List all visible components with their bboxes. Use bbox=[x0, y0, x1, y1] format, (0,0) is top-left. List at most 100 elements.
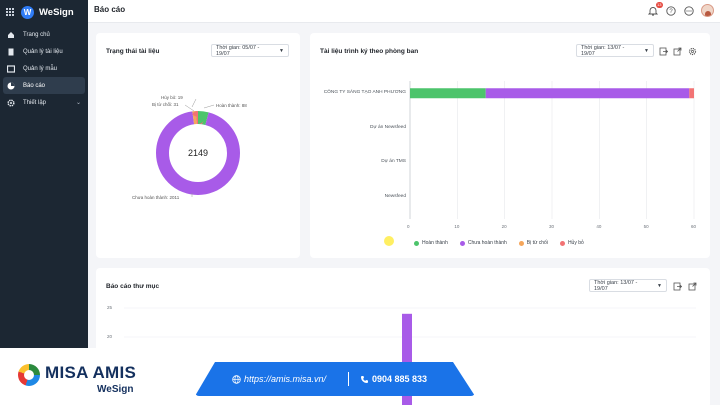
department-time-filter-value: Thời gian: 13/07 - 19/07 bbox=[581, 44, 625, 57]
top-actions: 13 ? bbox=[641, 1, 714, 17]
x-tick-label: 0 bbox=[407, 224, 410, 229]
status-time-filter[interactable]: Thời gian: 05/07 - 19/07 ▼ bbox=[211, 44, 289, 57]
leader-line-rejected bbox=[184, 104, 195, 112]
brand: W WeSign bbox=[0, 0, 88, 24]
folder-time-filter-value: Thời gian: 13/07 - 19/07 bbox=[594, 279, 638, 292]
sidebar-item-templates[interactable]: Quản lý mẫu bbox=[3, 60, 85, 77]
app-grid-icon[interactable] bbox=[6, 7, 15, 17]
banner-phone: 0904 885 833 bbox=[372, 374, 428, 384]
x-tick-label: 20 bbox=[501, 224, 507, 229]
top-bar: Báo cáo 13 ? bbox=[88, 0, 720, 23]
banner-url-link[interactable]: https://amis.misa.vn/ bbox=[232, 374, 326, 384]
banner-phone-link[interactable]: 0904 885 833 bbox=[360, 374, 427, 384]
status-card-title: Trạng thái tài liệu bbox=[106, 48, 160, 55]
sidebar-item-label: Trang chủ bbox=[23, 31, 50, 38]
sidebar: W WeSign Trang chủ Quản lý tài liệu Quản… bbox=[0, 0, 88, 405]
department-card-title: Tài liệu trình ký theo phòng ban bbox=[320, 48, 419, 55]
page-title: Báo cáo bbox=[94, 5, 126, 14]
x-tick-label: 60 bbox=[691, 224, 697, 229]
pie-chart-icon bbox=[7, 82, 15, 90]
app-name: WeSign bbox=[39, 6, 74, 18]
department-card: Tài liệu trình ký theo phòng ban Thời gi… bbox=[310, 33, 710, 258]
notification-button[interactable]: 13 bbox=[647, 1, 663, 17]
mouse-cursor-highlight bbox=[384, 236, 394, 246]
sidebar-item-home[interactable]: Trang chủ bbox=[3, 26, 85, 43]
export-icon bbox=[659, 47, 668, 55]
gear-icon bbox=[688, 47, 696, 55]
legend-label: Hủy bỏ bbox=[567, 240, 584, 246]
bar-segment-cancelled[interactable] bbox=[689, 88, 694, 99]
banner-url: https://amis.misa.vn/ bbox=[244, 374, 327, 384]
avatar[interactable] bbox=[701, 4, 714, 17]
category-label: Dự án Newsfeed bbox=[369, 124, 406, 130]
misa-logo-icon bbox=[18, 364, 40, 386]
category-label: Dự án TMS bbox=[381, 159, 406, 165]
label-pending: Chưa hoàn thành: 2011 bbox=[132, 195, 180, 200]
label-cancelled: Hủy bỏ: 19 bbox=[161, 95, 183, 100]
leader-line-completed bbox=[203, 104, 215, 109]
bell-icon bbox=[648, 6, 658, 16]
legend-label: Chưa hoàn thành bbox=[467, 240, 507, 246]
donut-total: 2149 bbox=[188, 148, 208, 158]
banner-separator bbox=[348, 372, 349, 386]
export-button[interactable] bbox=[658, 46, 668, 56]
chart-settings-button[interactable] bbox=[687, 46, 697, 56]
more-button[interactable] bbox=[683, 5, 695, 17]
bar-segment-pending[interactable] bbox=[485, 88, 690, 99]
legend-item-completed[interactable]: Hoàn thành bbox=[414, 240, 448, 246]
department-time-filter[interactable]: Thời gian: 13/07 - 19/07 ▼ bbox=[576, 44, 654, 57]
external-link-icon bbox=[688, 282, 696, 290]
open-external-button[interactable] bbox=[672, 46, 682, 56]
category-label: Newsfeed bbox=[384, 193, 406, 199]
document-icon bbox=[7, 48, 15, 56]
gear-icon bbox=[7, 98, 15, 107]
globe-icon bbox=[232, 374, 241, 384]
home-icon bbox=[7, 31, 15, 39]
wesign-logo-icon: W bbox=[21, 5, 34, 19]
template-icon bbox=[7, 64, 15, 73]
sidebar-item-documents[interactable]: Quản lý tài liệu bbox=[3, 43, 85, 60]
caret-down-icon: ▼ bbox=[279, 47, 284, 54]
leader-line-cancelled bbox=[191, 98, 197, 108]
legend-dot bbox=[459, 240, 465, 246]
banner-brand: MISA AMIS bbox=[45, 363, 137, 382]
legend-item-cancelled[interactable]: Hủy bỏ bbox=[559, 240, 584, 246]
help-icon: ? bbox=[666, 5, 676, 16]
sidebar-nav: Trang chủ Quản lý tài liệu Quản lý mẫu B… bbox=[0, 26, 88, 111]
department-bar-chart bbox=[409, 81, 695, 219]
banner-contact-strip bbox=[195, 362, 475, 396]
legend-label: Bị từ chối bbox=[526, 240, 548, 246]
category-label: CÔNG TY SÁNG TẠO ANH PHƯƠNG bbox=[323, 90, 406, 96]
folder-time-filter[interactable]: Thời gian: 13/07 - 19/07 ▼ bbox=[589, 279, 667, 292]
more-icon bbox=[684, 5, 694, 16]
legend-item-pending[interactable]: Chưa hoàn thành bbox=[459, 240, 507, 246]
export-button[interactable] bbox=[672, 281, 682, 291]
legend-dot bbox=[518, 240, 524, 246]
x-tick-label: 40 bbox=[596, 224, 602, 229]
chevron-down-icon: ⌄ bbox=[75, 100, 81, 106]
help-button[interactable]: ? bbox=[665, 5, 677, 17]
donut-slice-cancelled[interactable] bbox=[156, 111, 240, 195]
donut-slice-pending[interactable] bbox=[156, 111, 240, 195]
open-external-button[interactable] bbox=[687, 281, 697, 291]
department-legend: Hoàn thành Chưa hoàn thành Bị từ chối Hủ… bbox=[414, 240, 596, 246]
sidebar-item-reports[interactable]: Báo cáo bbox=[3, 77, 85, 94]
export-icon bbox=[673, 282, 682, 290]
phone-icon bbox=[361, 375, 368, 383]
sidebar-item-label: Quản lý tài liệu bbox=[23, 48, 63, 55]
sidebar-item-label: Báo cáo bbox=[23, 82, 46, 89]
legend-label: Hoàn thành bbox=[422, 240, 448, 246]
folder-bar[interactable] bbox=[402, 313, 412, 405]
legend-item-rejected[interactable]: Bị từ chối bbox=[518, 240, 548, 246]
status-time-filter-value: Thời gian: 05/07 - 19/07 bbox=[216, 44, 260, 57]
y-tick-label: 20 bbox=[107, 334, 113, 339]
bar-segment-completed[interactable] bbox=[410, 88, 486, 99]
status-donut-chart: 2149 bbox=[156, 98, 240, 197]
x-tick-label: 30 bbox=[549, 224, 555, 229]
sidebar-item-settings[interactable]: Thiết lập ⌄ bbox=[3, 94, 85, 111]
legend-dot bbox=[559, 240, 565, 246]
svg-text:?: ? bbox=[669, 9, 673, 15]
caret-down-icon: ▼ bbox=[644, 47, 649, 54]
status-card: Trạng thái tài liệu Thời gian: 05/07 - 1… bbox=[96, 33, 300, 258]
label-completed: Hoàn thành: 88 bbox=[216, 103, 247, 108]
